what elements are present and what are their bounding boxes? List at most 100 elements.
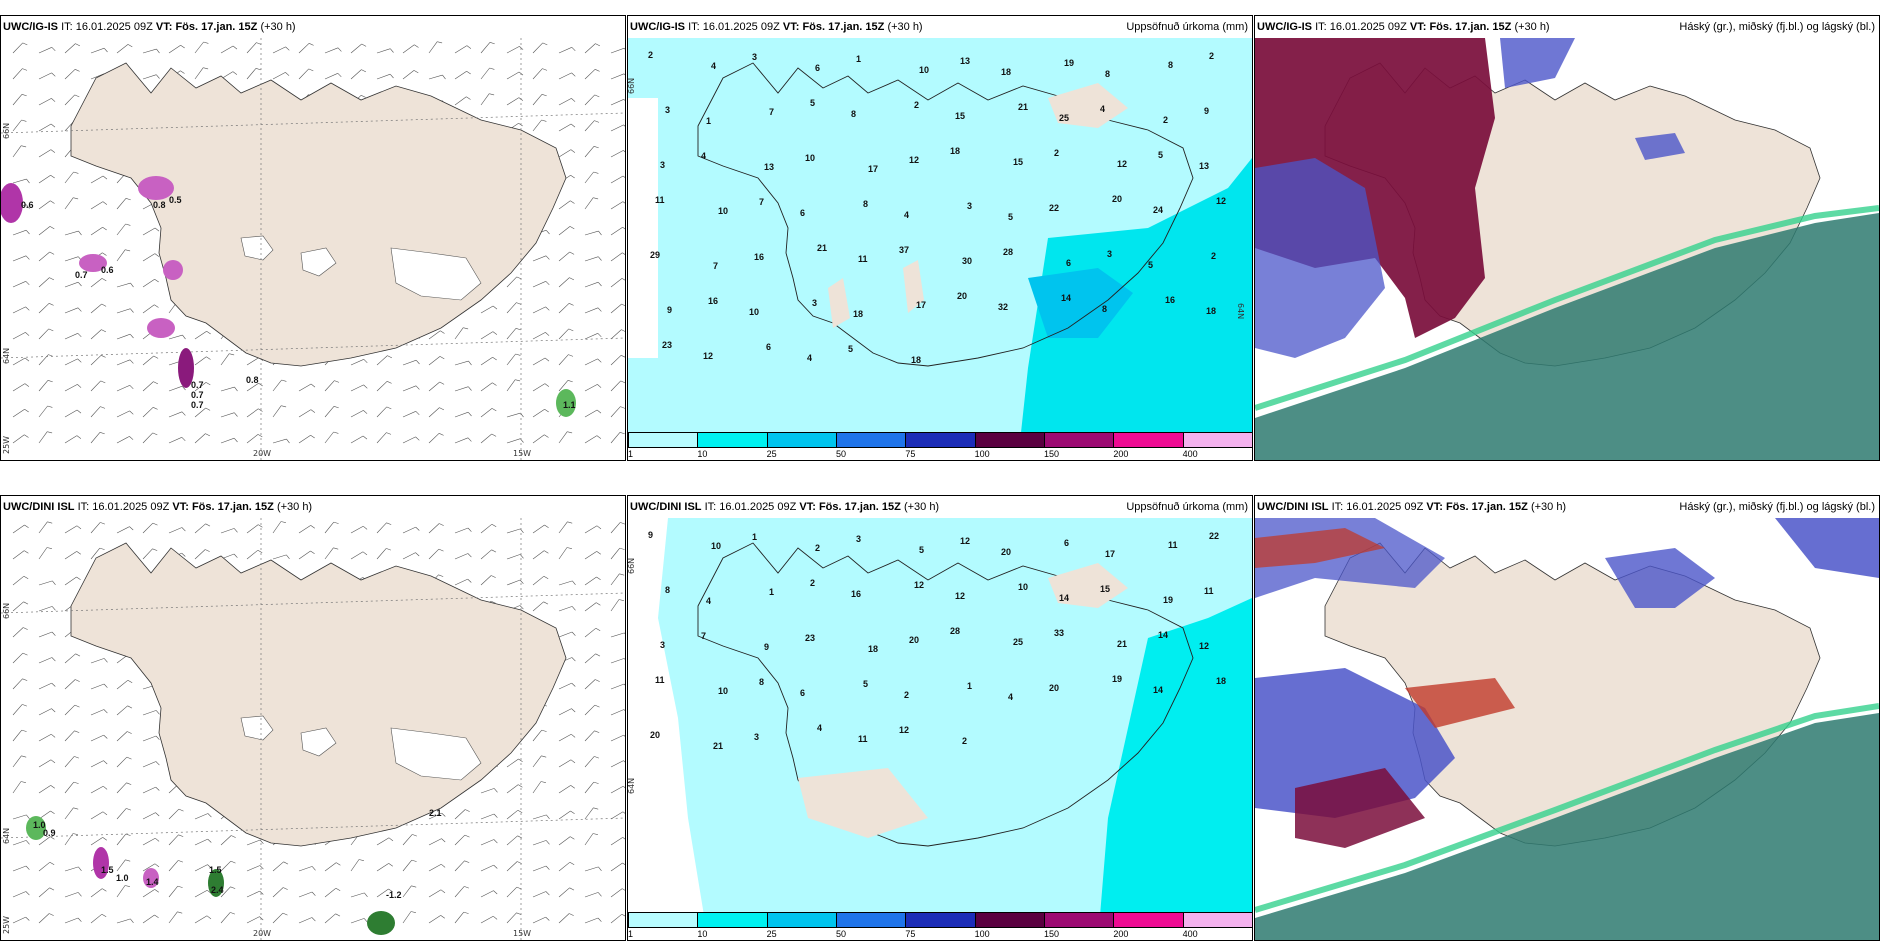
wind-barb-feather bbox=[47, 431, 53, 434]
wind-barb bbox=[428, 889, 442, 898]
field-title: Uppsöfnuð úrkoma (mm) bbox=[1126, 501, 1248, 513]
parallel-64n bbox=[1, 817, 625, 839]
wind-barb-feather bbox=[73, 781, 79, 784]
precip-point-value: 15 bbox=[955, 111, 965, 121]
glacier bbox=[300, 727, 337, 757]
precip-value: 2.1 bbox=[429, 808, 442, 818]
wind-barb bbox=[584, 435, 598, 444]
precip-point-value: 8 bbox=[851, 109, 856, 119]
legend-swatch bbox=[628, 432, 699, 448]
wind-barb-feather bbox=[102, 252, 107, 256]
wind-barb-feather bbox=[99, 547, 105, 550]
wind-barb-feather bbox=[364, 892, 368, 897]
wind-barb-feather bbox=[206, 356, 211, 360]
precip-point-value: 3 bbox=[967, 201, 972, 211]
wind-barb bbox=[506, 784, 519, 794]
wind-barb bbox=[246, 434, 259, 444]
precip-point-value: 20 bbox=[650, 730, 660, 740]
vt-value: Fös. 17.jan. 15Z bbox=[175, 21, 258, 33]
wind-barb bbox=[116, 918, 131, 924]
wind-barb-feather bbox=[102, 811, 108, 816]
legend-swatch bbox=[1182, 432, 1252, 448]
precip-point-value: 3 bbox=[665, 105, 670, 115]
wind-barb bbox=[38, 277, 50, 288]
wind-barb-feather bbox=[568, 328, 574, 332]
legend-label: 50 bbox=[836, 449, 847, 459]
wind-barb bbox=[454, 834, 466, 846]
iceland-landmass bbox=[70, 542, 567, 847]
wind-barb bbox=[116, 308, 131, 314]
wind-barb bbox=[324, 887, 337, 898]
wind-barb-feather bbox=[464, 834, 470, 838]
wind-barb bbox=[272, 379, 282, 392]
wind-barb-feather bbox=[234, 386, 238, 392]
wind-barb-feather bbox=[310, 550, 315, 554]
wind-barb bbox=[12, 814, 27, 820]
precip-point-value: 13 bbox=[764, 162, 774, 172]
wind-barb bbox=[480, 433, 492, 444]
wind-barb-feather bbox=[100, 355, 106, 358]
legend-swatch bbox=[1113, 912, 1184, 928]
wind-barb bbox=[480, 331, 494, 340]
precip-value: 0.7 bbox=[75, 270, 88, 280]
wind-barb-feather bbox=[442, 74, 446, 80]
wind-barb-feather bbox=[103, 48, 108, 53]
wind-barb-feather bbox=[205, 433, 211, 437]
wind-barb bbox=[324, 547, 334, 560]
wind-barb-feather bbox=[542, 68, 548, 71]
it-label: IT: bbox=[1331, 501, 1344, 513]
wind-barb bbox=[454, 96, 467, 106]
wind-barb bbox=[64, 892, 79, 898]
wind-barb-feather bbox=[518, 784, 523, 788]
precip-point-value: 21 bbox=[1018, 102, 1028, 112]
wind-barb-feather bbox=[623, 124, 625, 127]
wind-barb-feather bbox=[390, 48, 394, 53]
wind-barb bbox=[220, 528, 235, 534]
wind-barb bbox=[142, 74, 157, 80]
wind-barb bbox=[454, 411, 469, 418]
wind-barb-feather bbox=[620, 380, 625, 384]
precip-point-value: 3 bbox=[812, 298, 817, 308]
wind-barb-feather bbox=[101, 913, 107, 917]
mid-cloud-area bbox=[1255, 528, 1385, 568]
wind-barb bbox=[38, 226, 51, 236]
wind-barb bbox=[558, 759, 572, 768]
wind-barb bbox=[12, 524, 25, 534]
wind-barb-feather bbox=[77, 384, 82, 388]
wind-barb bbox=[64, 435, 78, 444]
wind-barb bbox=[90, 522, 101, 534]
precip-point-value: 37 bbox=[899, 245, 909, 255]
wind-barb bbox=[376, 837, 390, 846]
wind-barb-feather bbox=[283, 861, 289, 865]
wind-barb bbox=[584, 551, 597, 560]
wind-barb-feather bbox=[77, 282, 82, 287]
wind-barb-feather bbox=[415, 526, 420, 531]
wind-barb bbox=[584, 756, 595, 768]
wind-barb-feather bbox=[99, 432, 105, 435]
wind-barb-feather bbox=[283, 887, 288, 890]
wind-barb-feather bbox=[22, 704, 28, 707]
wind-barb-feather bbox=[51, 72, 56, 77]
wind-barb-feather bbox=[597, 384, 602, 388]
lead-time: (+30 h) bbox=[1530, 501, 1567, 513]
wind-barb bbox=[532, 94, 543, 106]
wind-barb bbox=[38, 521, 48, 534]
wind-barb-feather bbox=[333, 547, 339, 550]
no-precip-area bbox=[628, 98, 658, 358]
wind-barb bbox=[584, 917, 599, 924]
wind-barb bbox=[12, 119, 22, 132]
wind-barb bbox=[558, 431, 568, 444]
wind-barb-feather bbox=[622, 175, 625, 178]
wind-barb bbox=[12, 550, 25, 560]
wind-barb bbox=[584, 94, 595, 106]
wind-barb bbox=[64, 679, 76, 690]
wind-barb-feather bbox=[50, 200, 55, 204]
wind-barb-feather bbox=[46, 547, 52, 549]
wind-barb bbox=[90, 760, 104, 768]
wind-barb bbox=[558, 328, 569, 340]
wind-barb bbox=[402, 411, 416, 418]
wind-barb-feather bbox=[623, 683, 625, 686]
wind-barb bbox=[610, 837, 623, 846]
wind-barb bbox=[610, 406, 621, 418]
wind-barb bbox=[168, 437, 182, 444]
